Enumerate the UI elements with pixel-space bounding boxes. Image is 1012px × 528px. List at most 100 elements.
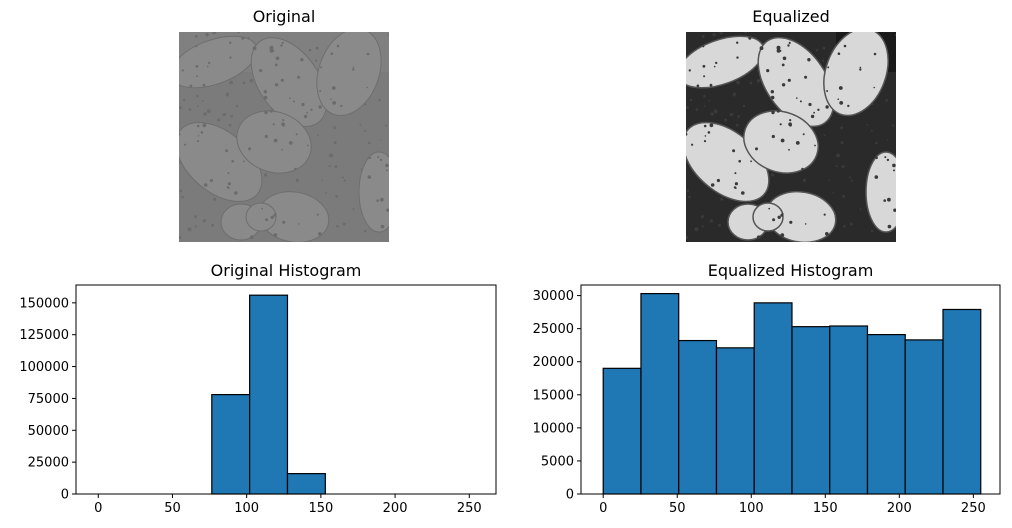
- speckle-dot: [265, 218, 269, 222]
- speckle-dot: [776, 109, 780, 113]
- speckle-dot: [707, 131, 711, 134]
- original-image-canvas: [179, 32, 389, 242]
- speckle-dot: [205, 33, 209, 37]
- speckle-dot: [203, 112, 207, 116]
- speckle-dot: [227, 172, 230, 175]
- speckle-dot: [777, 215, 781, 219]
- speckle-dot: [686, 189, 690, 193]
- speckle-dot: [341, 176, 344, 179]
- speckle-dot: [179, 132, 181, 136]
- speckle-dot: [188, 108, 192, 111]
- speckle-dot: [736, 56, 739, 59]
- speckle-dot: [181, 195, 184, 199]
- speckle-dot: [810, 114, 815, 119]
- speckle-dot: [379, 158, 383, 162]
- speckle-dot: [701, 215, 704, 219]
- speckle-dot: [386, 208, 389, 212]
- speckle-dot: [289, 97, 291, 99]
- speckle-dot: [235, 104, 239, 108]
- speckle-dot: [272, 123, 275, 126]
- speckle-dot: [263, 90, 267, 94]
- speckle-dot: [282, 119, 285, 122]
- speckle-dot: [203, 183, 208, 187]
- speckle-dot: [281, 148, 283, 151]
- speckle-dot: [274, 83, 279, 87]
- y-tick-label: 100000: [19, 360, 69, 375]
- speckle-dot: [771, 110, 775, 115]
- speckle-dot: [734, 172, 737, 175]
- speckle-dot: [843, 224, 846, 228]
- y-tick-label: 0: [566, 488, 574, 503]
- speckle-dot: [749, 81, 753, 85]
- histogram-bar: [753, 302, 793, 495]
- speckle-dot: [359, 123, 362, 126]
- speckle-dot: [788, 123, 792, 127]
- speckle-dot: [297, 223, 300, 225]
- speckle-dot: [306, 111, 308, 114]
- histogram-bar: [829, 325, 869, 495]
- speckle-dot: [202, 83, 206, 87]
- speckle-dot: [875, 156, 878, 160]
- speckle-dot: [379, 139, 382, 141]
- speckle-dot: [871, 103, 874, 106]
- speckle-dot: [703, 94, 706, 98]
- x-tick-label: 200: [383, 501, 408, 516]
- speckle-dot: [770, 90, 774, 94]
- speckle-dot: [703, 105, 706, 107]
- speckle-dot: [787, 44, 790, 47]
- speckle-dot: [708, 100, 711, 102]
- speckle-dot: [217, 118, 221, 122]
- speckle-dot: [837, 52, 841, 55]
- speckle-dot: [330, 52, 334, 55]
- speckle-dot: [686, 161, 688, 163]
- speckle-dot: [259, 69, 263, 73]
- speckle-dot: [729, 113, 733, 117]
- speckle-dot: [709, 123, 714, 128]
- speckle-dot: [307, 144, 309, 147]
- speckle-dot: [342, 222, 346, 226]
- speckle-dot: [712, 33, 716, 37]
- speckle-dot: [802, 133, 805, 136]
- speckle-dot: [704, 135, 707, 137]
- y-tick-label: 125000: [19, 328, 69, 343]
- speckle-dot: [227, 182, 231, 186]
- speckle-dot: [703, 75, 706, 78]
- speckle-dot: [756, 79, 761, 83]
- speckle-dot: [768, 207, 771, 210]
- histogram-bar: [791, 326, 831, 495]
- speckle-dot: [804, 223, 807, 225]
- speckle-dot: [732, 94, 736, 97]
- speckle-dot: [179, 189, 183, 193]
- speckle-dot: [875, 141, 878, 145]
- speckle-dot: [688, 69, 691, 72]
- speckle-dot: [222, 113, 226, 117]
- speckle-dot: [196, 75, 199, 78]
- speckle-dot: [867, 168, 870, 171]
- speckle-dot: [225, 113, 227, 115]
- speckle-dot: [702, 45, 705, 48]
- speckle-dot: [736, 80, 740, 85]
- speckle-dot: [336, 44, 340, 48]
- y-tick-label: 0: [61, 488, 69, 503]
- x-tick-label: 250: [961, 501, 986, 516]
- x-tick-label: 100: [234, 501, 259, 516]
- speckle-dot: [686, 236, 689, 239]
- axes-frame: [75, 284, 497, 495]
- speckle-dot: [366, 52, 370, 56]
- speckle-dot: [710, 112, 714, 116]
- speckle-dot: [822, 59, 825, 62]
- speckle-dot: [333, 141, 337, 145]
- speckle-dot: [802, 178, 806, 182]
- speckle-dot: [886, 139, 889, 141]
- speckle-dot: [206, 109, 211, 114]
- x-tick-label: 0: [94, 501, 102, 516]
- speckle-dot: [315, 46, 319, 50]
- speckle-dot: [197, 135, 200, 137]
- speckle-dot: [194, 35, 198, 38]
- speckle-dot: [234, 191, 238, 195]
- original-image: [179, 32, 389, 242]
- speckle-dot: [788, 148, 790, 151]
- speckle-dot: [179, 236, 182, 239]
- speckle-dot: [850, 179, 853, 182]
- speckle-dot: [264, 110, 268, 115]
